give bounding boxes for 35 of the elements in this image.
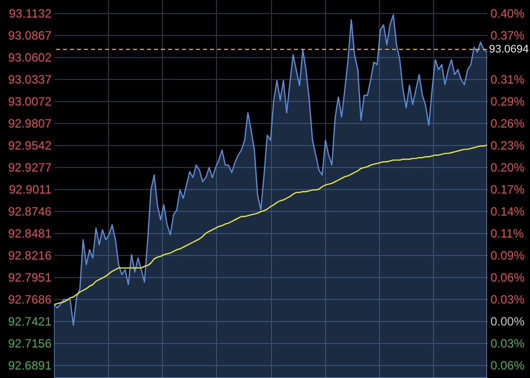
y-tick-label: 92.9277: [8, 160, 52, 174]
y2-tick-label: 0.03%: [490, 292, 525, 306]
y-tick-label: 93.1132: [9, 6, 52, 21]
y2-tick-label: 0.06%: [490, 358, 525, 372]
y2-tick-label: 0.29%: [490, 94, 525, 109]
y2-tick-label: 0.37%: [490, 28, 525, 43]
y2-tick-label: 0.03%: [490, 336, 525, 350]
y2-tick-label: 0.17%: [490, 182, 525, 197]
y2-tick-label: 0.11%: [490, 226, 524, 241]
y-tick-label: 92.8746: [8, 204, 52, 219]
y2-tick-label: 0.14%: [490, 204, 525, 219]
y2-tick-label: 0.06%: [490, 270, 525, 285]
y-tick-label: 92.7686: [8, 292, 52, 306]
y2-tick-label: 0.26%: [490, 116, 525, 131]
y2-tick-label: 0.20%: [490, 160, 525, 175]
y2-tick-label: 0.00%: [490, 314, 525, 328]
y-tick-label: 92.9542: [8, 138, 52, 152]
y-tick-label: 92.8481: [8, 226, 52, 241]
y-tick-label: 93.0867: [8, 28, 52, 43]
y2-tick-label: 0.23%: [490, 138, 525, 153]
y2-tick-label: 0.09%: [490, 248, 525, 263]
y-tick-label: 93.0072: [8, 94, 52, 108]
y-tick-label: 92.6891: [8, 358, 52, 372]
y-tick-label: 92.9011: [9, 182, 52, 197]
y-tick-label: 93.0337: [8, 72, 52, 86]
y-tick-label: 92.8216: [8, 248, 52, 263]
y-tick-label: 92.7156: [8, 336, 52, 350]
y-tick-label: 92.9807: [8, 116, 52, 130]
line-series: [54, 144, 487, 306]
y2-tick-label: 0.31%: [490, 72, 525, 87]
y-tick-label: 92.7421: [8, 314, 52, 328]
ref-line-label: 93.0694: [489, 43, 529, 56]
y-tick-label: 93.0602: [8, 50, 52, 65]
y-tick-label: 92.7951: [8, 270, 52, 285]
y2-tick-label: 0.40%: [490, 6, 525, 21]
